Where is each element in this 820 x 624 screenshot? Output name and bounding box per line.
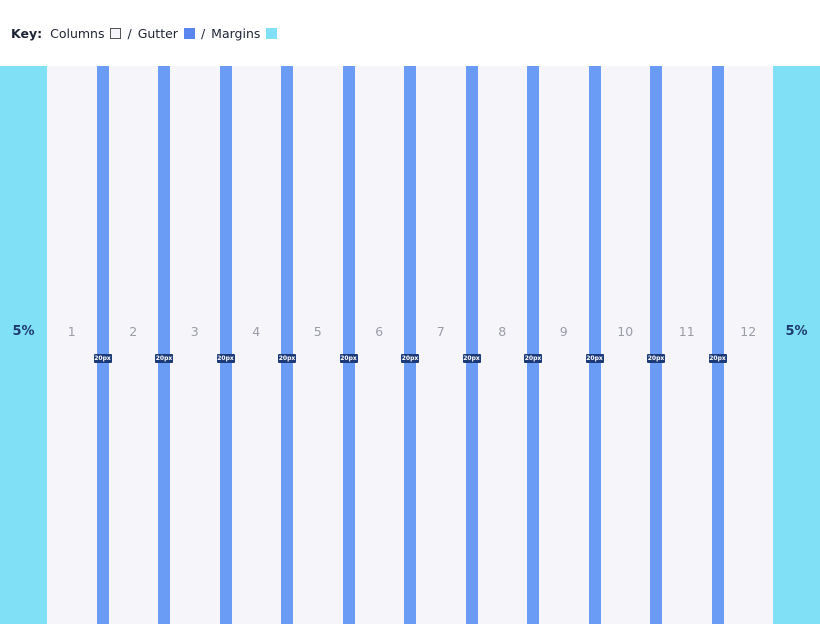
grid-diagram: 5% 1 20px 2 20px 3 20px 4 20px 5 20px 6 20px 7 20px 8 2… bbox=[0, 66, 820, 624]
column-number: 6 bbox=[375, 323, 384, 339]
gutter: 20px bbox=[93, 66, 112, 624]
column: 5 bbox=[293, 66, 343, 624]
column-number: 9 bbox=[559, 323, 568, 339]
legend-separator: / bbox=[200, 26, 206, 41]
columns-swatch bbox=[110, 28, 122, 39]
column-number: 10 bbox=[617, 323, 634, 339]
column: 3 bbox=[170, 66, 220, 624]
gutter: 20px bbox=[278, 66, 296, 624]
legend-separator: / bbox=[127, 26, 132, 41]
column-number: 8 bbox=[498, 323, 507, 339]
gutter: 20px bbox=[155, 66, 173, 624]
legend-gutter-label: Gutter bbox=[137, 26, 178, 41]
gutter: 20px bbox=[708, 66, 727, 624]
column: 6 bbox=[355, 66, 405, 624]
column: 2 bbox=[109, 66, 159, 624]
gutter-width-badge: 20px bbox=[93, 354, 112, 363]
gutter: 20px bbox=[647, 66, 665, 624]
gutter-width-badge: 20px bbox=[339, 354, 358, 363]
columns-area: 1 20px 2 20px 3 20px 4 20px 5 20px 6 20px 7 20px 8 20px… bbox=[47, 66, 773, 624]
gutter: 20px bbox=[339, 66, 358, 624]
gutter: 20px bbox=[462, 66, 481, 624]
legend-margins-label: Margins bbox=[211, 26, 261, 41]
column: 9 bbox=[539, 66, 589, 624]
gutter-width-badge: 20px bbox=[647, 354, 665, 363]
gutter-width-badge: 20px bbox=[155, 354, 173, 363]
gutter-width-badge: 20px bbox=[462, 354, 481, 363]
column-number: 4 bbox=[252, 323, 261, 339]
gutter-width-badge: 20px bbox=[585, 354, 604, 363]
gutter-width-badge: 20px bbox=[524, 354, 542, 363]
gutter-width-badge: 20px bbox=[278, 354, 296, 363]
left-margin: 5% bbox=[0, 66, 47, 624]
column-number: 12 bbox=[740, 323, 757, 339]
column-number: 2 bbox=[129, 323, 138, 339]
column: 7 bbox=[416, 66, 466, 624]
gutter: 20px bbox=[216, 66, 235, 624]
right-margin-label: 5% bbox=[785, 323, 808, 339]
column-number: 1 bbox=[67, 323, 76, 339]
column: 4 bbox=[232, 66, 282, 624]
gutter-width-badge: 20px bbox=[216, 354, 235, 363]
column: 1 bbox=[47, 66, 97, 624]
gutter-width-badge: 20px bbox=[708, 354, 727, 363]
column-number: 7 bbox=[436, 323, 445, 339]
left-margin-label: 5% bbox=[12, 323, 35, 339]
gutter: 20px bbox=[585, 66, 604, 624]
gutter: 20px bbox=[524, 66, 542, 624]
margins-swatch bbox=[266, 28, 278, 39]
column-number: 11 bbox=[678, 323, 695, 339]
gutter: 20px bbox=[401, 66, 419, 624]
column: 8 bbox=[478, 66, 528, 624]
legend-columns-label: Columns bbox=[50, 26, 105, 41]
column: 11 bbox=[662, 66, 712, 624]
legend-title: Key: bbox=[11, 26, 43, 41]
legend: Key: Columns / Gutter / Margins bbox=[11, 26, 278, 41]
column: 12 bbox=[724, 66, 774, 624]
column-number: 5 bbox=[313, 323, 322, 339]
gutter-swatch bbox=[183, 28, 195, 39]
right-margin: 5% bbox=[773, 66, 820, 624]
gutter-width-badge: 20px bbox=[401, 354, 419, 363]
column: 10 bbox=[601, 66, 651, 624]
column-number: 3 bbox=[190, 323, 199, 339]
